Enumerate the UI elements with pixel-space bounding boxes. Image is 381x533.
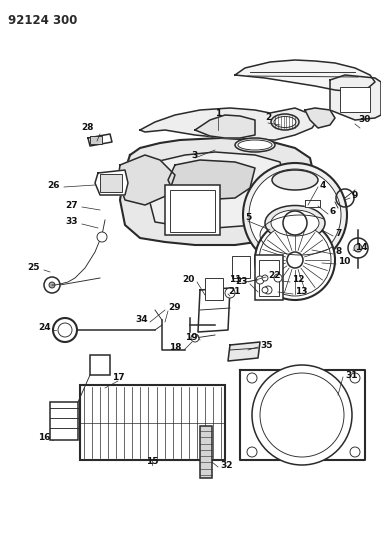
- Polygon shape: [95, 170, 128, 195]
- Text: 17: 17: [112, 374, 124, 383]
- Bar: [90, 355, 110, 375]
- Circle shape: [225, 288, 235, 298]
- Text: 11: 11: [229, 276, 242, 285]
- Text: 7: 7: [335, 230, 341, 238]
- Circle shape: [44, 277, 60, 293]
- Text: 30: 30: [358, 116, 370, 125]
- Ellipse shape: [271, 210, 319, 236]
- Text: 28: 28: [82, 124, 94, 133]
- Polygon shape: [168, 160, 255, 200]
- Bar: [80, 385, 225, 460]
- Bar: [170, 190, 215, 232]
- Bar: [100, 174, 122, 192]
- Circle shape: [97, 232, 107, 242]
- Ellipse shape: [271, 114, 299, 130]
- Polygon shape: [228, 342, 260, 361]
- Polygon shape: [148, 152, 285, 228]
- Text: 9: 9: [352, 190, 359, 199]
- Circle shape: [249, 169, 341, 261]
- Text: 6: 6: [330, 207, 336, 216]
- Circle shape: [274, 274, 282, 282]
- Text: 14: 14: [355, 244, 368, 253]
- Ellipse shape: [238, 140, 272, 150]
- Text: 5: 5: [245, 214, 251, 222]
- Bar: [232, 256, 250, 278]
- Text: 19: 19: [186, 334, 198, 343]
- Text: 92124 300: 92124 300: [8, 14, 77, 27]
- Bar: [50, 402, 78, 440]
- Ellipse shape: [235, 138, 275, 152]
- Text: 4: 4: [320, 181, 327, 190]
- Bar: [259, 260, 279, 296]
- Text: 26: 26: [48, 181, 60, 190]
- Text: 22: 22: [268, 271, 280, 279]
- Circle shape: [259, 224, 331, 296]
- Circle shape: [264, 286, 272, 294]
- Circle shape: [243, 163, 347, 267]
- Text: 21: 21: [228, 287, 240, 296]
- Circle shape: [191, 334, 199, 342]
- Text: 34: 34: [135, 316, 148, 325]
- Text: 25: 25: [27, 263, 40, 272]
- Text: 32: 32: [220, 461, 232, 470]
- Polygon shape: [198, 288, 230, 332]
- Bar: [90, 136, 102, 144]
- Ellipse shape: [272, 170, 318, 190]
- Bar: [200, 426, 212, 478]
- Text: 27: 27: [65, 200, 78, 209]
- Text: 10: 10: [338, 257, 351, 266]
- Bar: [205, 278, 223, 300]
- Circle shape: [354, 244, 362, 252]
- Polygon shape: [305, 108, 335, 128]
- Polygon shape: [305, 200, 320, 207]
- Circle shape: [247, 373, 257, 383]
- Text: 2: 2: [265, 114, 271, 123]
- Circle shape: [247, 447, 257, 457]
- Text: 3: 3: [192, 150, 198, 159]
- Circle shape: [262, 275, 268, 281]
- Circle shape: [53, 318, 77, 342]
- Polygon shape: [330, 75, 381, 120]
- Text: 18: 18: [170, 343, 182, 352]
- Polygon shape: [240, 370, 365, 460]
- Circle shape: [350, 447, 360, 457]
- Circle shape: [255, 220, 335, 300]
- Circle shape: [350, 373, 360, 383]
- Polygon shape: [235, 60, 375, 92]
- Circle shape: [260, 373, 344, 457]
- Polygon shape: [120, 138, 315, 245]
- Polygon shape: [88, 134, 112, 146]
- Ellipse shape: [274, 117, 296, 127]
- Text: 16: 16: [38, 433, 51, 442]
- Bar: [340, 87, 370, 112]
- Ellipse shape: [265, 206, 325, 240]
- Polygon shape: [140, 108, 318, 140]
- Text: 24: 24: [38, 324, 51, 333]
- Bar: [165, 185, 220, 235]
- Circle shape: [252, 365, 352, 465]
- Circle shape: [49, 282, 55, 288]
- Text: 35: 35: [260, 341, 272, 350]
- Text: 1: 1: [215, 109, 221, 117]
- Circle shape: [256, 276, 264, 284]
- Circle shape: [283, 211, 307, 235]
- Text: 33: 33: [65, 217, 77, 227]
- Circle shape: [287, 252, 303, 268]
- Text: 29: 29: [168, 303, 181, 312]
- Text: 23: 23: [235, 278, 248, 287]
- Circle shape: [58, 323, 72, 337]
- Text: 8: 8: [335, 247, 341, 256]
- Circle shape: [348, 238, 368, 258]
- Bar: [255, 255, 283, 300]
- Polygon shape: [118, 155, 175, 205]
- Text: 12: 12: [292, 276, 304, 285]
- Polygon shape: [195, 115, 255, 138]
- Text: 15: 15: [146, 457, 158, 466]
- Text: 20: 20: [182, 276, 195, 285]
- Circle shape: [262, 287, 268, 293]
- Text: 31: 31: [345, 370, 357, 379]
- Text: 13: 13: [295, 287, 307, 296]
